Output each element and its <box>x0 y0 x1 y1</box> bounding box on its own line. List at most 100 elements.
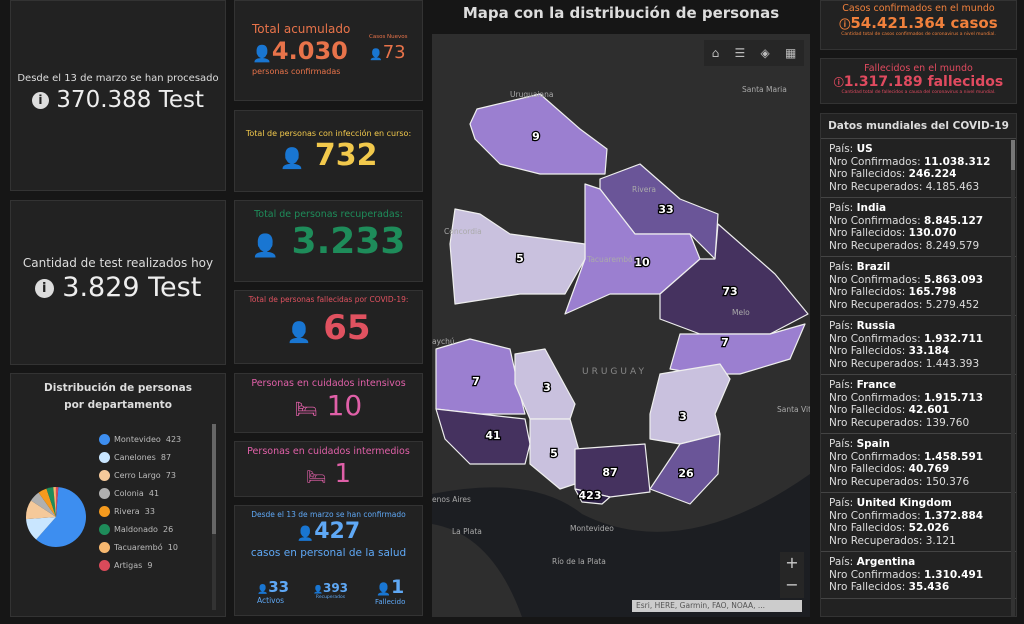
country-name: Argentina <box>856 556 916 568</box>
legend-item[interactable]: Canelones 87 <box>99 448 209 466</box>
country-item[interactable]: País: Russia Nro Confirmados: 1.932.711 … <box>821 316 1016 375</box>
world-deaths-card: Fallecidos en el mundo ⓘ1.317.189 fallec… <box>820 58 1017 104</box>
legend-label: Montevideo <box>114 434 161 444</box>
world-cases-row: ⓘ54.421.364 casos <box>821 14 1016 32</box>
country-label: País: <box>829 497 857 509</box>
pie-slice-maldonado[interactable] <box>46 487 56 517</box>
info-icon: ⓘ <box>833 78 844 89</box>
basemap-grid-icon[interactable]: ▦ <box>785 46 797 60</box>
legend-item[interactable]: Colonia 41 <box>99 484 209 502</box>
map-attribution[interactable]: Esri, HERE, Garmin, FAO, NOAA, ... <box>632 600 802 612</box>
intermediate-row: 🛏 1 <box>235 457 422 494</box>
deaths-value: 165.798 <box>908 286 957 298</box>
world-cases-title: Casos confirmados en el mundo <box>842 3 995 14</box>
person-icon: 👤 <box>313 585 323 594</box>
intermediate-value: 1 <box>334 459 352 489</box>
recovered-value: 8.249.579 <box>925 239 980 252</box>
legend-value: 73 <box>165 470 176 480</box>
tests-today-value: 3.829 Test <box>62 272 202 303</box>
department-soriano[interactable] <box>435 338 526 415</box>
tests-total-card: Desde el 13 de marzo se han procesado i … <box>10 0 226 191</box>
confirmed-value: 1.372.884 <box>923 509 984 522</box>
recovered-value: 3.233 <box>291 221 406 262</box>
pie-slice-artigas[interactable] <box>55 487 59 517</box>
confirmed-value: 1.310.491 <box>923 568 984 581</box>
recovered-value: 139.760 <box>925 416 970 429</box>
department-salto[interactable] <box>449 208 586 305</box>
confirmed-value: 11.038.312 <box>923 155 991 168</box>
confirmed-label: Nro Confirmados: <box>829 214 924 227</box>
pie-slice-tacuarembó[interactable] <box>53 487 56 517</box>
country-item[interactable]: País: US Nro Confirmados: 11.038.312 Nro… <box>821 139 1016 198</box>
map[interactable]: 9 33 10 5 73 7 7 3 41 5 87 423 3 26 Uruguaiana Santa M… <box>432 34 810 617</box>
layers-icon[interactable]: ◈ <box>760 46 770 60</box>
department-artigas[interactable] <box>469 93 608 175</box>
department-maldonado[interactable] <box>649 433 721 505</box>
country-item[interactable]: País: United Kingdom Nro Confirmados: 1.… <box>821 493 1016 552</box>
world-deaths-title: Fallecidos en el mundo <box>864 63 973 74</box>
country-item[interactable]: País: France Nro Confirmados: 1.915.713 … <box>821 375 1016 434</box>
map-title: Mapa con la distribución de personas <box>462 4 780 22</box>
zoom-out-button[interactable]: − <box>785 575 799 594</box>
health-recovered-label: Recuperados <box>315 595 346 600</box>
recovered-row: 👤 3.233 <box>235 220 422 269</box>
department-treinta-y-tres[interactable] <box>669 323 806 375</box>
pie-slice-colonia[interactable] <box>30 492 56 517</box>
legend-item[interactable]: Montevideo 423 <box>99 430 209 448</box>
legend-value: 33 <box>144 506 155 516</box>
department-colonia[interactable] <box>435 408 531 465</box>
active-card: Total de personas con infección en curso… <box>234 110 423 192</box>
legend-value: 10 <box>167 542 178 552</box>
country-label: País: <box>829 261 857 273</box>
zoom-in-button[interactable]: + <box>785 553 799 572</box>
department-cerro-largo[interactable] <box>659 223 809 335</box>
pie-slice-rivera[interactable] <box>38 488 56 517</box>
world-deaths-sub: Cantidad total de fallecidos a causa del… <box>841 90 996 95</box>
department-value-label: 87 <box>602 466 617 479</box>
department-montevideo[interactable] <box>574 488 611 505</box>
department-value-label: 41 <box>485 429 500 442</box>
deaths-label: Nro Fallecidos: <box>829 286 909 298</box>
confirmed-label: Nro Confirmados: <box>829 450 924 463</box>
legend-scrollbar[interactable] <box>212 424 216 610</box>
confirmed-label: Nro Confirmados: <box>829 568 924 581</box>
country-item[interactable]: País: Spain Nro Confirmados: 1.458.591 N… <box>821 434 1016 493</box>
legend-item[interactable]: Rivera 33 <box>99 502 209 520</box>
place-label: aychú <box>432 337 455 346</box>
tests-today-card: Cantidad de test realizados hoy i 3.829 … <box>10 200 226 365</box>
active-value: 732 <box>314 138 378 173</box>
department-canelones[interactable] <box>574 443 651 498</box>
list-scrollbar[interactable] <box>1011 140 1015 616</box>
world-deaths-value: 1.317.189 fallecidos <box>843 74 1004 90</box>
legend-item[interactable]: Artigas 9 <box>99 556 209 574</box>
world-cases-value: 54.421.364 casos <box>850 14 998 32</box>
pie-slice-canelones[interactable] <box>26 517 56 540</box>
bed-icon: 🛏 <box>305 467 327 486</box>
pie-slice-cerro-largo[interactable] <box>25 500 56 520</box>
legend-item[interactable]: Maldonado 26 <box>99 520 209 538</box>
country-item[interactable]: País: Argentina Nro Confirmados: 1.310.4… <box>821 552 1016 599</box>
health-recovered: 👤393 Recuperados <box>313 581 348 600</box>
department-value-label: 9 <box>532 130 540 143</box>
country-item[interactable]: País: Brazil Nro Confirmados: 5.863.093 … <box>821 257 1016 316</box>
legend-item[interactable]: Cerro Largo 73 <box>99 466 209 484</box>
legend-swatch <box>99 469 110 481</box>
world-list-card: Datos mundiales del COVID-19 País: US Nr… <box>820 113 1017 617</box>
country-label: País: <box>829 379 857 391</box>
person-icon: 👤 <box>257 585 269 595</box>
country-name: India <box>856 202 887 214</box>
deaths-value: 35.436 <box>908 581 950 593</box>
pie-slice-montevideo[interactable] <box>36 487 86 547</box>
country-item[interactable]: País: India Nro Confirmados: 8.845.127 N… <box>821 198 1016 257</box>
department-lavalleja[interactable] <box>649 363 731 445</box>
home-icon[interactable]: ⌂ <box>711 46 720 60</box>
legend-item[interactable]: Tacuarembó 10 <box>99 538 209 556</box>
legend-label: Cerro Largo <box>114 470 161 480</box>
country-label: País: <box>829 202 857 214</box>
accumulated-sub: personas confirmadas <box>252 67 341 76</box>
legend-list-icon[interactable]: ☰ <box>734 46 746 60</box>
department-value-label: 3 <box>543 381 551 394</box>
deaths-value: 33.184 <box>908 345 950 357</box>
country-name: Russia <box>856 320 896 332</box>
